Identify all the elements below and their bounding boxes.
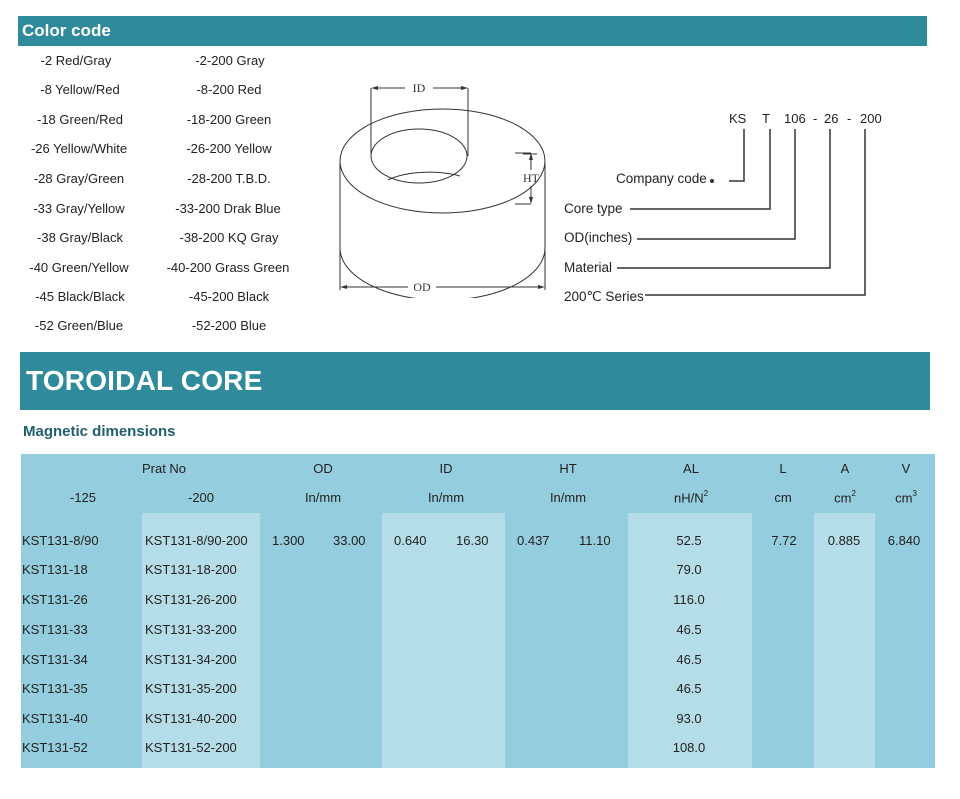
cell-id-mm: 16.30 <box>456 533 489 548</box>
pn-company-code: KS <box>729 111 747 126</box>
cell-al: 46.5 <box>676 652 702 667</box>
header-id: ID <box>439 461 453 476</box>
header-al: AL <box>683 461 699 476</box>
header-ht-unit: In/mm <box>549 490 587 505</box>
cell-part-200: KST131-40-200 <box>145 711 237 726</box>
pn-dash: - <box>847 111 852 126</box>
color-code-header: Color code <box>18 16 927 46</box>
color-code-item: -52 Green/Blue <box>34 318 124 333</box>
pn-material: 26 <box>824 111 839 126</box>
cell-part-125: KST131-40 <box>22 711 88 726</box>
cell-part-125: KST131-52 <box>22 740 88 755</box>
header-a: A <box>840 461 850 476</box>
header-od: OD <box>313 461 333 476</box>
pn-series: 200 <box>860 111 882 126</box>
cell-al: 79.0 <box>676 562 702 577</box>
color-code-item-200: -40-200 Grass Green <box>166 260 290 275</box>
cell-al: 116.0 <box>673 592 705 607</box>
color-code-item-200: -28-200 T.B.D. <box>187 171 271 186</box>
cell-part-125: KST131-18 <box>22 562 88 577</box>
pn-label-od: OD(inches) <box>564 230 634 245</box>
od-label: OD <box>413 280 431 294</box>
cell-al: 46.5 <box>676 681 702 696</box>
header-125: -125 <box>69 490 97 505</box>
color-code-item-200: -18-200 Green <box>186 112 272 127</box>
color-code-item: -26 Yellow/White <box>30 141 128 156</box>
cell-al: 46.5 <box>676 622 702 637</box>
toroidal-core-banner: TOROIDAL CORE <box>20 352 930 410</box>
cell-al: 52.5 <box>676 533 702 548</box>
color-code-item-200: -26-200 Yellow <box>186 141 272 156</box>
color-code-item-200: -2-200 Gray <box>195 53 265 68</box>
cell-part-200: KST131-8/90-200 <box>145 533 248 548</box>
header-200: -200 <box>187 490 215 505</box>
pn-label-company-code: Company code <box>616 171 708 186</box>
toroid-diagram: ID HT OD <box>339 81 546 298</box>
cell-part-200: KST131-26-200 <box>145 592 237 607</box>
color-code-item: -33 Gray/Yellow <box>33 201 125 216</box>
header-al-unit: nH/N2 <box>673 489 709 506</box>
header-ht: HT <box>559 461 577 476</box>
cell-part-125: KST131-8/90 <box>22 533 99 548</box>
color-code-item: -38 Gray/Black <box>37 230 123 245</box>
magnetic-dimensions-table: Prat No OD ID HT AL L A V -125 -200 In/m… <box>21 454 935 768</box>
cell-ht-mm: 11.10 <box>579 533 611 548</box>
color-code-item: -45 Black/Black <box>35 289 125 304</box>
pn-label-material: Material <box>564 260 614 275</box>
cell-part-125: KST131-33 <box>22 622 88 637</box>
cell-al: 93.0 <box>676 711 702 726</box>
cell-part-200: KST131-34-200 <box>145 652 237 667</box>
color-code-item-200: -33-200 Drak Blue <box>175 201 281 216</box>
cell-part-200: KST131-18-200 <box>145 562 237 577</box>
header-prat-no: Prat No <box>141 461 187 476</box>
color-code-item-200: -45-200 Black <box>188 289 270 304</box>
cell-ht-in: 0.437 <box>517 533 550 548</box>
cell-part-200: KST131-35-200 <box>145 681 237 696</box>
color-code-item: -18 Green/Red <box>37 112 123 127</box>
section-title: Magnetic dimensions <box>23 423 176 440</box>
cell-l: 7.72 <box>771 533 797 548</box>
pn-core-type: T <box>762 111 770 126</box>
cell-part-125: KST131-34 <box>22 652 88 667</box>
column-shade <box>628 513 752 768</box>
cell-od-mm: 33.00 <box>333 533 366 548</box>
cell-od-in: 1.300 <box>272 533 305 548</box>
header-v-unit: cm3 <box>895 489 917 506</box>
color-code-item-200: -38-200 KQ Gray <box>179 230 279 245</box>
color-code-item-200: -8-200 Red <box>196 82 262 97</box>
cell-part-125: KST131-35 <box>22 681 88 696</box>
header-v: V <box>901 461 911 476</box>
pn-dash: - <box>813 111 818 126</box>
column-shade <box>142 513 260 768</box>
color-code-item: -2 Red/Gray <box>40 53 112 68</box>
pn-label-series: 200℃ Series <box>564 289 645 305</box>
header-od-unit: In/mm <box>304 490 342 505</box>
header-l-unit: cm <box>774 490 792 505</box>
id-label: ID <box>413 81 426 95</box>
color-code-item: -40 Green/Yellow <box>29 260 129 275</box>
color-code-item: -28 Gray/Green <box>33 171 125 186</box>
header-l: L <box>779 461 787 476</box>
column-shade <box>814 513 875 768</box>
cell-a: 0.885 <box>827 533 861 548</box>
pn-od: 106 <box>784 111 806 126</box>
header-a-unit: cm2 <box>834 489 856 506</box>
cell-part-200: KST131-33-200 <box>145 622 237 637</box>
cell-part-200: KST131-52-200 <box>145 740 237 755</box>
ht-label: HT <box>523 171 540 185</box>
column-shade <box>382 513 505 768</box>
cell-al: 108.0 <box>672 740 706 755</box>
pn-label-core-type: Core type <box>564 201 624 216</box>
part-number-connector-lines <box>617 129 866 296</box>
header-id-unit: In/mm <box>427 490 465 505</box>
cell-v: 6.840 <box>887 533 921 548</box>
cell-id-in: 0.640 <box>394 533 427 548</box>
color-code-item: -8 Yellow/Red <box>40 82 120 97</box>
cell-part-125: KST131-26 <box>22 592 88 607</box>
color-code-item-200: -52-200 Blue <box>191 318 267 333</box>
